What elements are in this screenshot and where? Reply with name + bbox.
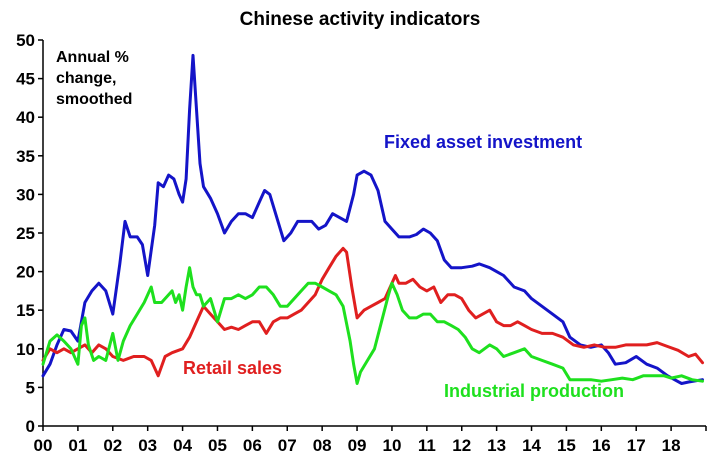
y-tick-label: 10 xyxy=(16,340,35,359)
x-tick-label: 00 xyxy=(34,436,53,455)
annotation: Annual % change, smoothed xyxy=(56,49,132,108)
y-tick-label: 20 xyxy=(16,263,35,282)
y-tick-label: 35 xyxy=(16,147,35,166)
x-tick-label: 10 xyxy=(382,436,401,455)
x-tick-label: 03 xyxy=(138,436,157,455)
y-tick-label: 0 xyxy=(26,417,35,436)
annotation-line-1: Annual % xyxy=(56,49,129,66)
y-axis: 0 5 10 15 20 25 30 35 40 45 50 xyxy=(16,31,44,436)
x-tick-label: 02 xyxy=(103,436,122,455)
x-tick-label: 09 xyxy=(348,436,367,455)
series-line-industrial-production xyxy=(41,266,704,385)
x-tick-label: 01 xyxy=(68,436,87,455)
x-tick-label: 06 xyxy=(243,436,262,455)
series-label-fixed-asset-investment: Fixed asset investment xyxy=(384,132,582,152)
x-tick-label: 04 xyxy=(173,436,192,455)
series-label-industrial-production: Industrial production xyxy=(444,381,624,401)
x-tick-label: 17 xyxy=(627,436,646,455)
y-tick-label: 15 xyxy=(16,301,35,320)
series-line-retail-sales xyxy=(41,246,704,378)
y-tick-label: 45 xyxy=(16,70,35,89)
x-tick-label: 07 xyxy=(278,436,297,455)
x-tick-label: 14 xyxy=(522,436,541,455)
y-tick-label: 25 xyxy=(16,224,35,243)
x-tick-label: 13 xyxy=(487,436,506,455)
y-tick-label: 40 xyxy=(16,108,35,127)
x-axis: 00 01 02 03 04 05 06 07 08 09 10 11 12 13 14 15 16 17 18 xyxy=(34,425,707,455)
x-tick-label: 12 xyxy=(452,436,471,455)
chart-title: Chinese activity indicators xyxy=(240,9,481,30)
x-tick-label: 05 xyxy=(208,436,227,455)
y-tick-label: 30 xyxy=(16,185,35,204)
y-tick-label: 50 xyxy=(16,31,35,50)
x-tick-label: 08 xyxy=(313,436,332,455)
y-tick-label: 5 xyxy=(26,378,35,397)
x-tick-label: 11 xyxy=(418,436,436,455)
annotation-line-2: change, xyxy=(56,70,116,87)
x-tick-label: 15 xyxy=(557,436,576,455)
series-line-fixed-asset-investment xyxy=(41,53,704,385)
x-tick-label: 18 xyxy=(662,436,681,455)
series-label-retail-sales: Retail sales xyxy=(183,358,282,378)
x-tick-label: 16 xyxy=(592,436,611,455)
plot-area xyxy=(41,53,704,385)
annotation-line-3: smoothed xyxy=(56,91,132,108)
